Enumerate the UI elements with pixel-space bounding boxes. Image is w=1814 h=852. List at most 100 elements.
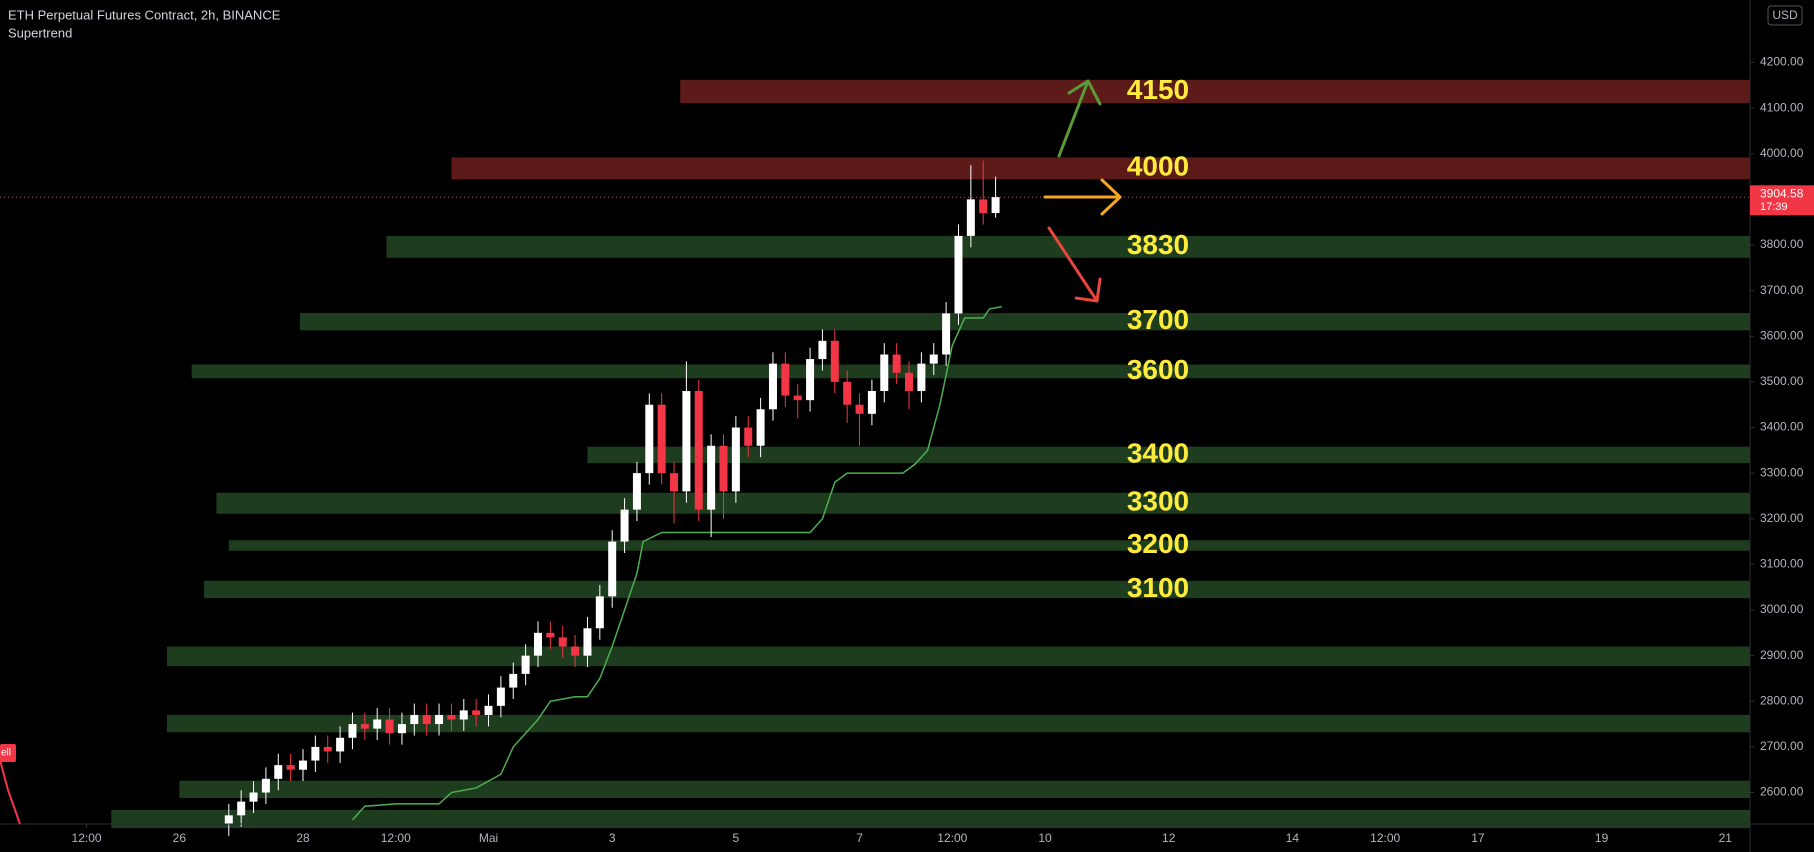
- candle-body: [768, 363, 777, 410]
- candle-body: [533, 632, 542, 656]
- x-tick-label: 10: [1038, 831, 1052, 845]
- candle-body: [521, 655, 530, 674]
- zone-label: 3700: [1127, 304, 1189, 335]
- candle-body: [670, 473, 679, 492]
- candle-body: [707, 445, 716, 510]
- x-tick-label: 12:00: [72, 831, 102, 845]
- zone: [299, 312, 1751, 331]
- x-tick-label: 12:00: [937, 831, 967, 845]
- zone: [451, 157, 1750, 180]
- zone: [228, 540, 1750, 551]
- candle-body: [509, 673, 518, 688]
- signal: ell: [0, 744, 21, 825]
- x-tick-label: 12:00: [1370, 831, 1400, 845]
- candle-body: [571, 646, 580, 656]
- signal-line: [0, 759, 21, 825]
- zone-label: 3600: [1127, 354, 1189, 385]
- currency-box[interactable]: [1767, 5, 1803, 26]
- candle-body: [373, 719, 382, 729]
- zone: [386, 235, 1750, 258]
- x-tick-label: 12:00: [381, 831, 411, 845]
- zone-label: 3200: [1127, 528, 1189, 559]
- x-tick-label: Mai: [479, 831, 498, 845]
- x-tick-label: 19: [1595, 831, 1609, 845]
- candle-body: [645, 404, 654, 474]
- candle-body: [917, 363, 926, 392]
- candle-body: [892, 354, 901, 373]
- x-tick-label: 28: [296, 831, 310, 845]
- candle-body: [410, 714, 419, 725]
- candle-body: [682, 391, 691, 492]
- candle-body: [731, 427, 740, 492]
- candle-body: [719, 445, 728, 492]
- y-tick-label: 2800.00: [1760, 693, 1804, 707]
- y-tick-label: 3500.00: [1760, 374, 1804, 388]
- candle-body: [966, 199, 975, 236]
- candle-body: [806, 359, 815, 401]
- candle-body: [336, 737, 345, 752]
- candle-body: [484, 705, 493, 715]
- signal-text: ell: [1, 748, 11, 759]
- candle-body: [385, 719, 394, 734]
- arrows: [1043, 79, 1122, 303]
- candle-body: [620, 509, 629, 542]
- candle-body: [781, 363, 790, 396]
- candle-body: [867, 391, 876, 414]
- y-tick-label: 3400.00: [1760, 420, 1804, 434]
- candle-body: [546, 632, 555, 638]
- candle-body: [435, 714, 444, 725]
- candle-body: [311, 746, 320, 761]
- candle-body: [929, 354, 938, 364]
- x-tick-label: 21: [1719, 831, 1733, 845]
- zone-label: 4000: [1127, 151, 1189, 182]
- candle-body: [979, 199, 988, 214]
- zone: [587, 446, 1750, 464]
- countdown-label: 17:39: [1760, 201, 1788, 213]
- candle-body: [694, 391, 703, 510]
- y-tick-label: 3200.00: [1760, 511, 1804, 525]
- candle-body: [422, 714, 431, 725]
- arrow-up: [1057, 79, 1102, 158]
- x-tick-label: 7: [856, 831, 863, 845]
- candle-body: [843, 381, 852, 405]
- zone: [179, 780, 1751, 798]
- y-tick-label: 4000.00: [1760, 146, 1804, 160]
- current-price-box: [1750, 185, 1814, 216]
- currency[interactable]: USD: [1772, 8, 1798, 22]
- candle-body: [657, 404, 666, 474]
- series: [224, 160, 1002, 836]
- zone: [166, 714, 1750, 733]
- y-tick-label: 3800.00: [1760, 237, 1804, 251]
- candle-body: [299, 760, 308, 770]
- zone-label: 3100: [1127, 572, 1189, 603]
- candle-body: [756, 409, 765, 446]
- indicator-name: Supertrend: [8, 25, 72, 40]
- candle-body: [991, 197, 1000, 214]
- candle-body: [472, 710, 481, 715]
- candle-body: [274, 765, 283, 779]
- candle-body: [249, 792, 258, 802]
- candle-body: [397, 724, 406, 734]
- arrow-down: [1047, 226, 1102, 303]
- zone-label: 3830: [1127, 229, 1189, 260]
- zone-label: 3400: [1127, 437, 1189, 468]
- zone-label: 3300: [1127, 486, 1189, 517]
- candle-body: [595, 596, 604, 629]
- y-tick-label: 3700.00: [1760, 283, 1804, 297]
- y-tick-label: 3600.00: [1760, 328, 1804, 342]
- candle-body: [261, 778, 270, 793]
- arrow-right: [1043, 178, 1122, 216]
- y-tick-label: 4200.00: [1760, 55, 1804, 69]
- x-tick-label: 3: [609, 831, 616, 845]
- x-tick-label: 14: [1286, 831, 1300, 845]
- chart-title: ETH Perpetual Futures Contract, 2h, BINA…: [8, 7, 281, 22]
- x-tick-label: 12: [1162, 831, 1176, 845]
- candle-body: [855, 404, 864, 414]
- zone: [680, 79, 1750, 104]
- candle-body: [905, 372, 914, 392]
- y-tick-label: 3300.00: [1760, 465, 1804, 479]
- zone-label: 4150: [1127, 74, 1189, 105]
- x-tick-label: 17: [1471, 831, 1485, 845]
- candle-body: [954, 235, 963, 314]
